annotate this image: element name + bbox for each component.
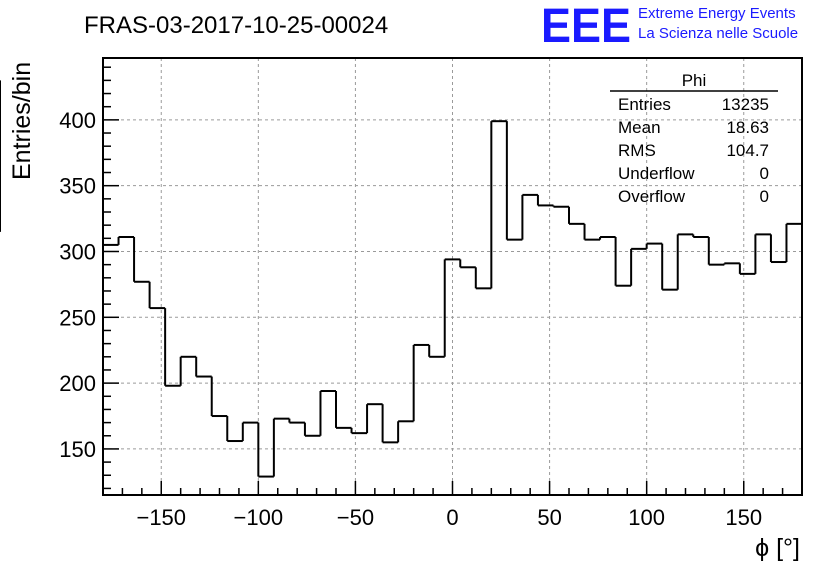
- stats-row-value: 0: [760, 164, 769, 183]
- x-tick-label: −50: [337, 505, 374, 530]
- stats-row-value: 104.7: [726, 141, 769, 160]
- x-axis-label: ϕ [°]: [755, 534, 800, 562]
- x-tick-label: −150: [136, 505, 186, 530]
- chart-title: FRAS-03-2017-10-25-00024: [84, 12, 388, 39]
- x-tick-label: 50: [537, 505, 561, 530]
- stats-box-title: Phi: [682, 71, 707, 90]
- x-tick-label: 0: [446, 505, 458, 530]
- histogram-series: [0, 80, 802, 478]
- y-tick-label: 350: [59, 174, 96, 199]
- x-tick-label: 150: [725, 505, 762, 530]
- stats-row-value: 0: [760, 187, 769, 206]
- stats-row-label: RMS: [618, 141, 656, 160]
- y-tick-labels: 150 200 250 300 350 400: [59, 108, 96, 462]
- eee-logo-line2: La Scienza nelle Scuole: [638, 25, 798, 42]
- x-tick-labels: −150 −100 −50 0 50 100 150: [136, 505, 762, 530]
- eee-logo-mark: EEE: [541, 0, 631, 53]
- eee-logo-line1: Extreme Energy Events: [638, 5, 796, 22]
- y-tick-label: 400: [59, 108, 96, 133]
- y-tick-label: 150: [59, 437, 96, 462]
- stats-row-label: Mean: [618, 118, 661, 137]
- axis-ticks: [102, 66, 803, 495]
- eee-logo: EEE Extreme Energy Events La Scienza nel…: [541, 0, 798, 53]
- y-tick-label: 300: [59, 239, 96, 264]
- x-tick-label: −100: [234, 505, 284, 530]
- stats-row-value: 18.63: [726, 118, 769, 137]
- y-tick-label: 250: [59, 305, 96, 330]
- y-axis-label: Entries/bin: [8, 62, 36, 180]
- x-tick-label: 100: [628, 505, 665, 530]
- grid: [103, 58, 802, 495]
- stats-row-value: 13235: [722, 95, 769, 114]
- stats-box: Phi Entries 13235 Mean 18.63 RMS 104.7 Underfl…: [610, 71, 778, 206]
- stats-box-rows: Entries 13235 Mean 18.63 RMS 104.7 Underflow 0 O…: [618, 95, 769, 206]
- stats-row-label: Entries: [618, 95, 671, 114]
- y-tick-label: 200: [59, 371, 96, 396]
- stats-row-label: Overflow: [618, 187, 686, 206]
- stats-row-label: Underflow: [618, 164, 695, 183]
